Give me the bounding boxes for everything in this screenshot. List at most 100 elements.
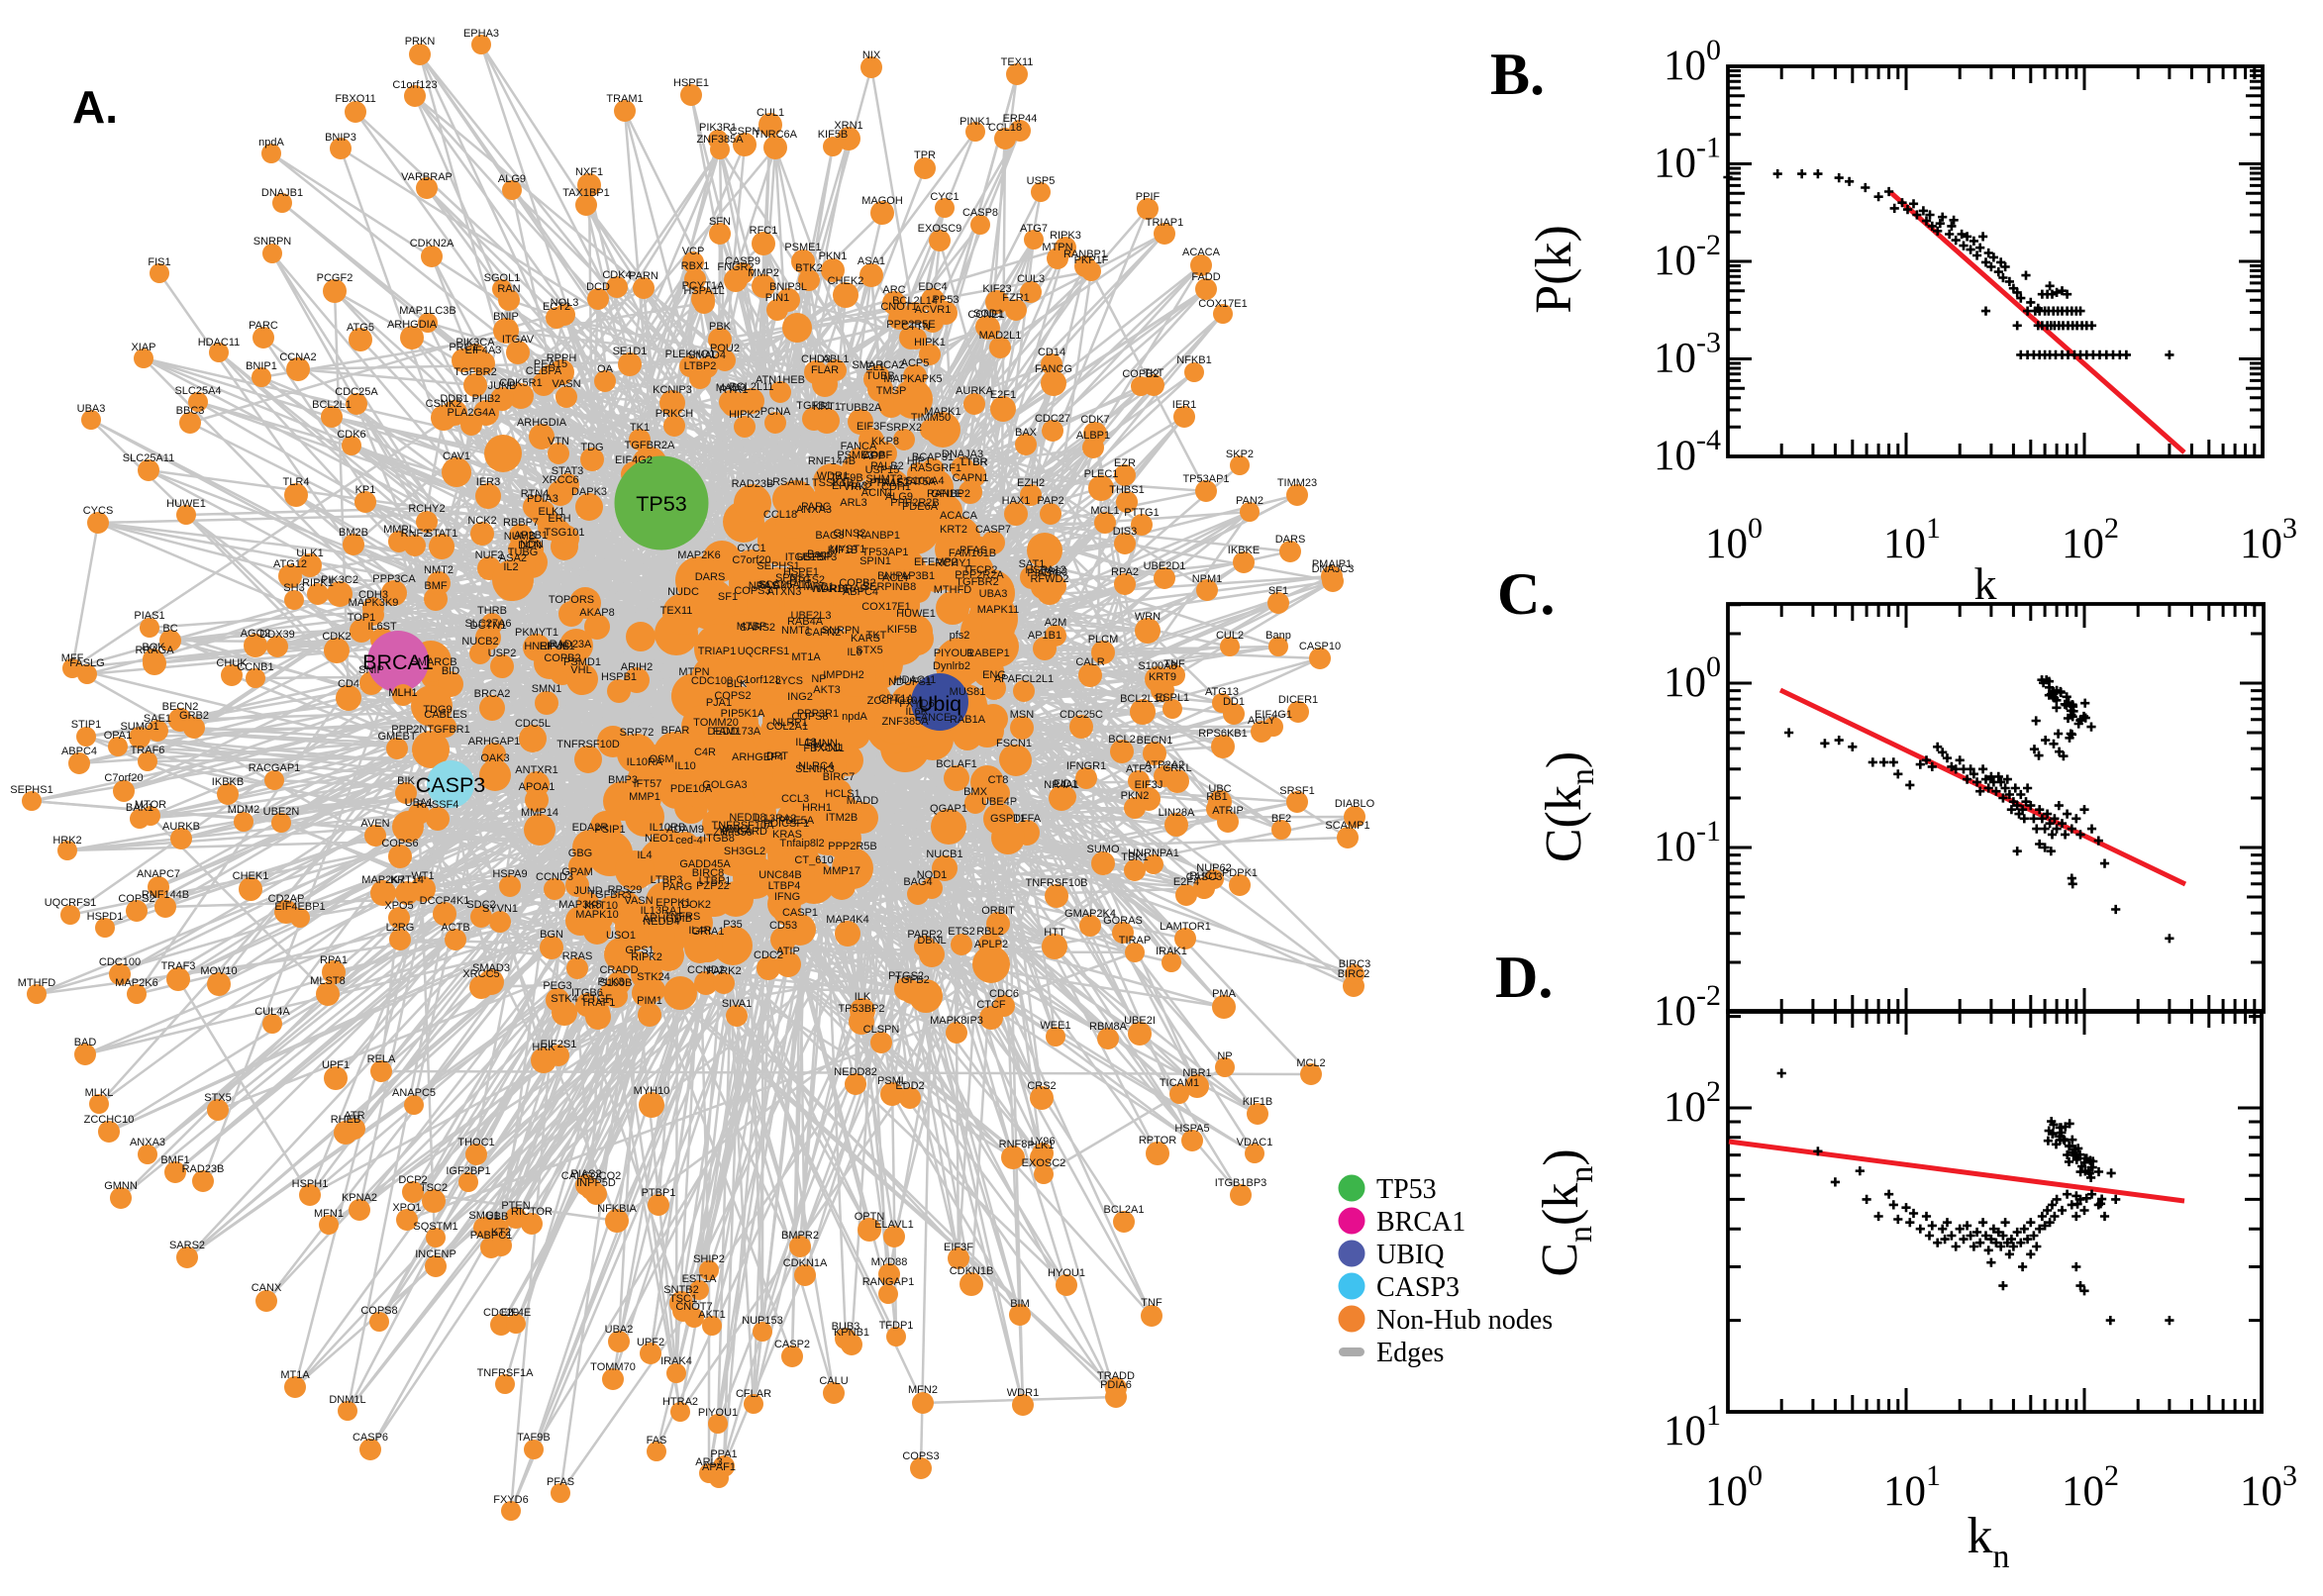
svg-text:IMPDH2: IMPDH2 bbox=[823, 669, 864, 681]
svg-text:PLEC1: PLEC1 bbox=[1084, 468, 1119, 480]
svg-text:MUS81: MUS81 bbox=[950, 686, 986, 698]
svg-text:CDC100: CDC100 bbox=[99, 956, 141, 968]
svg-text:HSPE1: HSPE1 bbox=[783, 566, 819, 578]
svg-text:LY96: LY96 bbox=[1031, 1136, 1056, 1147]
svg-text:PTGS2: PTGS2 bbox=[789, 574, 825, 586]
svg-text:PARC: PARC bbox=[801, 501, 831, 513]
svg-text:LRSAM1: LRSAM1 bbox=[766, 476, 810, 488]
svg-text:Non-Hub nodes: Non-Hub nodes bbox=[1376, 1305, 1553, 1336]
svg-text:PPP2R2B: PPP2R2B bbox=[890, 497, 940, 509]
svg-text:RPPH: RPPH bbox=[547, 352, 577, 364]
svg-text:BID: BID bbox=[442, 665, 459, 677]
svg-text:ABPC4: ABPC4 bbox=[61, 746, 97, 757]
svg-text:IER1: IER1 bbox=[1172, 399, 1196, 411]
svg-text:IL6: IL6 bbox=[847, 647, 861, 658]
svg-text:IL4R: IL4R bbox=[688, 925, 711, 937]
svg-text:SNIP: SNIP bbox=[358, 664, 384, 676]
svg-text:EIF2S1: EIF2S1 bbox=[541, 1039, 577, 1050]
svg-text:NUCB2: NUCB2 bbox=[461, 636, 498, 648]
svg-text:DPT: DPT bbox=[766, 750, 788, 762]
svg-text:SF1: SF1 bbox=[718, 591, 738, 603]
svg-text:CCND2: CCND2 bbox=[687, 964, 725, 976]
svg-text:BIM: BIM bbox=[1010, 1298, 1030, 1310]
svg-text:EXOSC2: EXOSC2 bbox=[1022, 1157, 1066, 1169]
svg-text:ZNF385A: ZNF385A bbox=[696, 134, 744, 146]
svg-text:LYCS: LYCS bbox=[775, 675, 803, 687]
svg-text:FNGR2: FNGR2 bbox=[717, 261, 754, 273]
svg-text:BF2: BF2 bbox=[1271, 813, 1291, 825]
svg-text:MTBP: MTBP bbox=[737, 621, 767, 633]
svg-text:RB1: RB1 bbox=[1206, 791, 1227, 803]
svg-text:TSG101: TSG101 bbox=[545, 527, 585, 539]
svg-text:NEDD4: NEDD4 bbox=[643, 916, 679, 928]
svg-text:STX5: STX5 bbox=[204, 1092, 232, 1104]
svg-text:MMP17: MMP17 bbox=[823, 865, 860, 877]
svg-text:BIRC8: BIRC8 bbox=[692, 867, 724, 879]
svg-text:KARS: KARS bbox=[851, 633, 880, 645]
svg-text:HTT: HTT bbox=[1044, 927, 1065, 939]
svg-text:TOP1: TOP1 bbox=[348, 612, 376, 624]
svg-text:SGOL1: SGOL1 bbox=[484, 272, 521, 284]
svg-text:CASP2: CASP2 bbox=[774, 1339, 810, 1350]
svg-text:THRB: THRB bbox=[477, 605, 507, 617]
svg-text:PKN2: PKN2 bbox=[1121, 790, 1150, 802]
svg-text:NUP153: NUP153 bbox=[742, 1315, 783, 1327]
svg-text:NLRP1: NLRP1 bbox=[772, 717, 807, 729]
svg-text:FANCG: FANCG bbox=[1035, 363, 1072, 375]
svg-text:ATXN3: ATXN3 bbox=[767, 586, 802, 598]
svg-text:MT1A: MT1A bbox=[791, 651, 821, 663]
svg-text:KRT10: KRT10 bbox=[584, 900, 618, 912]
svg-text:DICER1: DICER1 bbox=[1278, 694, 1318, 706]
svg-text:ATG7: ATG7 bbox=[1020, 223, 1048, 235]
svg-text:BCL2L11: BCL2L11 bbox=[729, 381, 773, 393]
svg-text:UBA3: UBA3 bbox=[979, 588, 1008, 600]
svg-text:ARHGDIB: ARHGDIB bbox=[643, 913, 692, 925]
svg-text:ASA1: ASA1 bbox=[858, 255, 885, 267]
svg-text:IL10RA: IL10RA bbox=[627, 756, 663, 768]
svg-text:RIPK1: RIPK1 bbox=[302, 577, 334, 589]
svg-text:DD1: DD1 bbox=[1223, 696, 1245, 708]
svg-text:PSML: PSML bbox=[877, 1075, 907, 1087]
svg-text:SNRPN: SNRPN bbox=[253, 236, 292, 248]
svg-text:C7orf20: C7orf20 bbox=[104, 772, 143, 784]
svg-text:HYOU1: HYOU1 bbox=[1048, 1267, 1085, 1279]
svg-text:CUL4A: CUL4A bbox=[254, 1006, 290, 1018]
svg-text:GMAP2K4: GMAP2K4 bbox=[1064, 908, 1116, 920]
svg-text:AP3B1: AP3B1 bbox=[901, 570, 935, 582]
svg-text:RBX1: RBX1 bbox=[681, 260, 710, 272]
svg-text:MOV10: MOV10 bbox=[200, 965, 237, 977]
svg-text:BRCA2: BRCA2 bbox=[474, 688, 511, 700]
svg-text:CRADD: CRADD bbox=[599, 964, 638, 976]
svg-text:CASP1: CASP1 bbox=[782, 907, 818, 919]
svg-text:TEX11: TEX11 bbox=[1001, 56, 1034, 68]
svg-text:BIK: BIK bbox=[397, 775, 415, 787]
svg-text:TNFRSF10B: TNFRSF10B bbox=[1026, 877, 1088, 889]
svg-text:FANCE: FANCE bbox=[915, 712, 952, 724]
svg-text:Ubiq: Ubiq bbox=[918, 692, 961, 716]
svg-text:IFT57: IFT57 bbox=[634, 778, 662, 790]
svg-text:KRT9: KRT9 bbox=[1149, 671, 1176, 683]
svg-text:MAP1LC3B: MAP1LC3B bbox=[399, 305, 455, 317]
svg-text:RYR1: RYR1 bbox=[719, 384, 748, 396]
svg-text:GBG: GBG bbox=[568, 848, 592, 859]
svg-text:FAM173A: FAM173A bbox=[713, 726, 761, 738]
svg-text:k: k bbox=[1974, 558, 1997, 609]
svg-text:MT1A: MT1A bbox=[280, 1369, 310, 1381]
svg-text:IL13RA2: IL13RA2 bbox=[755, 813, 797, 825]
svg-text:TFCP2: TFCP2 bbox=[963, 564, 998, 576]
svg-text:CDC27: CDC27 bbox=[1035, 413, 1070, 425]
svg-text:COPS8: COPS8 bbox=[791, 711, 828, 723]
svg-text:BRCA1: BRCA1 bbox=[1376, 1207, 1465, 1238]
svg-text:WRN: WRN bbox=[1135, 611, 1161, 623]
svg-text:BBC3: BBC3 bbox=[176, 405, 205, 417]
svg-text:PIAS1: PIAS1 bbox=[134, 610, 164, 622]
svg-text:TICAM1: TICAM1 bbox=[1160, 1077, 1199, 1089]
svg-text:DNAJC3: DNAJC3 bbox=[1312, 563, 1355, 575]
svg-text:TP63: TP63 bbox=[1042, 566, 1067, 578]
svg-text:TDG: TDG bbox=[580, 442, 603, 453]
svg-text:PPP3R1: PPP3R1 bbox=[797, 708, 839, 720]
svg-text:HSPE1: HSPE1 bbox=[673, 77, 709, 89]
svg-text:ACLY: ACLY bbox=[882, 572, 911, 584]
svg-text:SMARCB: SMARCB bbox=[410, 656, 456, 668]
svg-text:PARG: PARG bbox=[662, 881, 692, 893]
